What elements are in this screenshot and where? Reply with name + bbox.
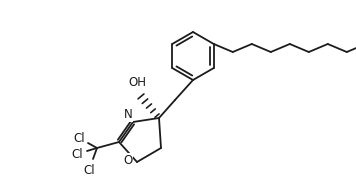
Text: Cl: Cl	[71, 148, 83, 161]
Text: OH: OH	[128, 77, 146, 89]
Text: O: O	[124, 153, 133, 167]
Text: Cl: Cl	[83, 164, 95, 177]
Text: Cl: Cl	[73, 131, 85, 145]
Text: N: N	[124, 108, 132, 121]
